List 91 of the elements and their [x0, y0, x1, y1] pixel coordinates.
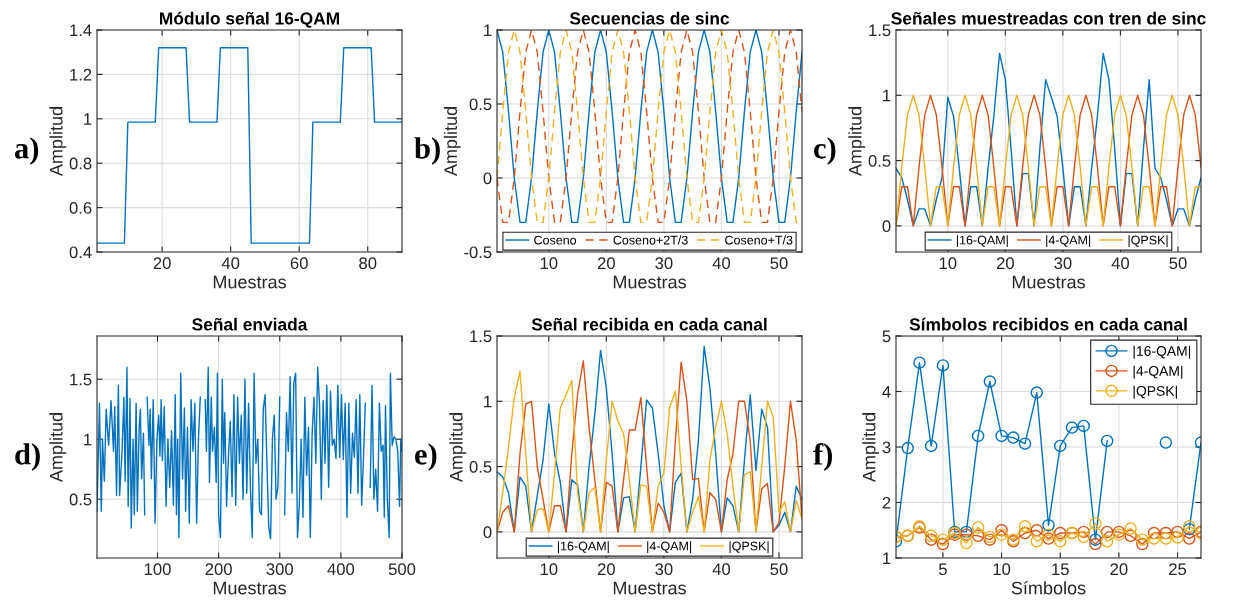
y-tick-label: 1.5	[470, 330, 492, 343]
y-tick-label: 1.4	[70, 24, 92, 37]
x-tick-label: 30	[655, 257, 673, 270]
y-tick-label: 0.5	[69, 493, 92, 506]
y-tick-label: 2	[882, 496, 891, 509]
y-tick-label: 1	[484, 395, 492, 408]
legend-label: |16-QAM|	[1133, 345, 1191, 359]
x-tick-label: 50	[770, 563, 788, 576]
y-tick-label: 1	[484, 24, 492, 37]
y-tick-label: 1.5	[70, 373, 92, 386]
chart-title: Señales muestreadas con tren de sinc	[891, 11, 1206, 25]
y-tick-label: 5	[882, 330, 891, 343]
x-tick-label: 40	[712, 563, 731, 576]
text: a)	[14, 137, 39, 165]
y-tick-label: 0	[483, 172, 492, 185]
x-tick-label: 10	[540, 257, 558, 270]
y-tick-label: 1.2	[70, 68, 92, 81]
x-axis-title: Muestras	[213, 275, 286, 289]
chart-title: Señal recibida en cada canal	[531, 317, 767, 331]
chart-title: Secuencias de sinc	[569, 11, 730, 25]
x-tick-label: 10	[939, 257, 957, 270]
y-tick-label: 0.4	[69, 246, 92, 259]
y-axis-title: Amplitud	[848, 107, 866, 177]
legend-label: |QPSK|	[1128, 235, 1168, 247]
legend-label: Coseno+2T/3	[613, 235, 688, 245]
y-tick-label: 0	[882, 220, 891, 233]
legend-label: |QPSK|	[1133, 385, 1177, 399]
y-axis-title: Amplitud	[862, 413, 880, 483]
y-tick-label: 0.8	[69, 157, 92, 170]
legend-label: |4-QAM|	[1046, 235, 1091, 247]
text: f)	[813, 442, 833, 472]
x-axis-title: Muestras	[1012, 275, 1085, 289]
x-tick-label: 50	[770, 257, 788, 270]
y-tick-label: 1	[883, 552, 891, 565]
x-tick-label: 20	[153, 257, 171, 270]
x-tick-label: 20	[597, 257, 615, 270]
x-tick-label: 50	[1169, 257, 1187, 270]
x-tick-label: 200	[205, 563, 232, 576]
chart-title: Señal enviada	[192, 317, 308, 331]
legend-label: |QPSK|	[729, 541, 769, 553]
y-tick-label: 0.5	[469, 98, 492, 111]
chart-title: Módulo señal 16-QAM	[160, 11, 340, 28]
y-tick-label: -0.5	[464, 246, 492, 259]
x-tick-label: 10	[540, 563, 558, 576]
y-axis-title: Amplitud	[449, 413, 467, 483]
text: d)	[15, 443, 40, 471]
x-axis-title: Muestras	[213, 581, 286, 595]
x-tick-label: 100	[144, 563, 171, 576]
y-tick-label: 0	[483, 526, 492, 539]
x-tick-label: 10	[993, 563, 1011, 576]
x-axis-title: Muestras	[613, 581, 686, 595]
y-axis-title: Amplitud	[49, 413, 67, 483]
y-tick-label: 0.5	[868, 154, 891, 167]
text: c)	[814, 137, 836, 165]
x-tick-label: 5	[938, 563, 947, 576]
x-tick-label: 80	[359, 257, 377, 270]
legend-label: |4-QAM|	[1133, 365, 1183, 379]
x-tick-label: 20	[1110, 563, 1128, 576]
chart-title: Símbolos recibidos en cada canal	[909, 317, 1187, 331]
y-tick-label: 0.6	[69, 202, 92, 214]
y-tick-label: 3	[882, 441, 891, 454]
x-tick-label: 400	[327, 563, 355, 576]
y-tick-label: 1	[84, 113, 92, 125]
x-tick-label: 25	[1169, 563, 1187, 576]
y-axis-title: Amplitud	[443, 107, 461, 177]
x-axis-title: Símbolos	[1011, 580, 1086, 595]
x-tick-label: 15	[1052, 563, 1069, 576]
y-tick-label: 0.5	[469, 460, 492, 473]
y-tick-label: 1	[883, 89, 891, 102]
x-tick-label: 30	[655, 563, 673, 576]
x-axis-title: Muestras	[613, 275, 686, 289]
x-tick-label: 300	[266, 563, 294, 576]
text: e)	[415, 443, 437, 471]
text: b)	[414, 137, 440, 165]
legend-label: |16-QAM|	[557, 541, 609, 553]
y-axis-title: Amplitud	[49, 107, 67, 177]
x-tick-label: 20	[597, 563, 615, 576]
x-tick-label: 60	[290, 257, 308, 270]
x-tick-label: 40	[712, 257, 731, 270]
x-tick-label: 40	[221, 257, 240, 270]
x-tick-label: 40	[1111, 257, 1130, 270]
y-tick-label: 4	[882, 386, 891, 398]
legend-label: |4-QAM|	[647, 541, 692, 553]
legend-label: Coseno+T/3	[725, 235, 793, 245]
y-tick-label: 1	[84, 433, 92, 446]
x-tick-label: 500	[388, 563, 416, 576]
legend-label: |16-QAM|	[956, 235, 1008, 247]
x-tick-label: 20	[996, 257, 1014, 270]
y-tick-label: 1.5	[869, 24, 891, 37]
x-tick-label: 30	[1054, 257, 1072, 270]
legend-label: Coseno	[534, 235, 577, 245]
